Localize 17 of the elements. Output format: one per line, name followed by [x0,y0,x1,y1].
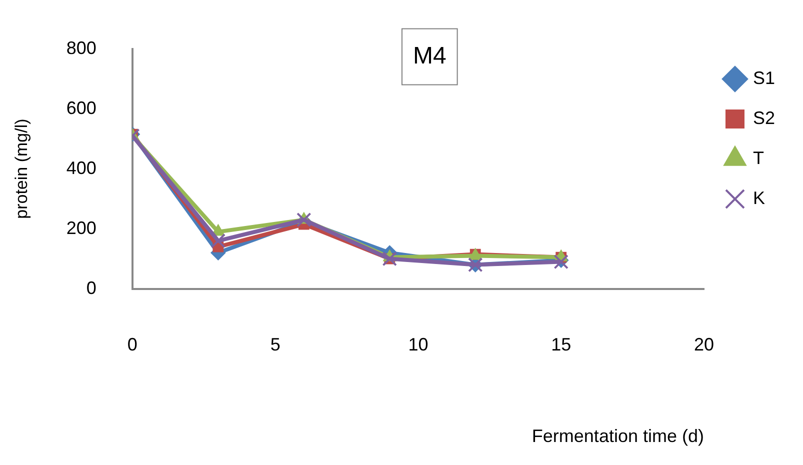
y-tick-label: 800 [66,38,96,58]
x-tick-label: 15 [551,334,572,355]
y-tick-label: 200 [66,218,96,238]
chart-title: M4 [412,42,446,70]
legend-label: S2 [752,108,776,128]
x-tick-label: 0 [127,334,138,355]
legend-label: K [752,188,765,208]
legend-label: T [752,148,764,168]
x-tick-label: 20 [694,334,714,355]
x-tick-label: 10 [408,334,428,355]
y-tick-label: 0 [86,278,96,298]
y-axis-title: protein (mg/l) [12,118,31,219]
y-tick-label: 600 [66,98,96,118]
x-axis-title: Fermentation time (d) [532,426,704,446]
y-tick-label: 400 [66,158,96,178]
legend-label: S1 [752,68,776,88]
x-tick-label: 5 [270,334,280,355]
